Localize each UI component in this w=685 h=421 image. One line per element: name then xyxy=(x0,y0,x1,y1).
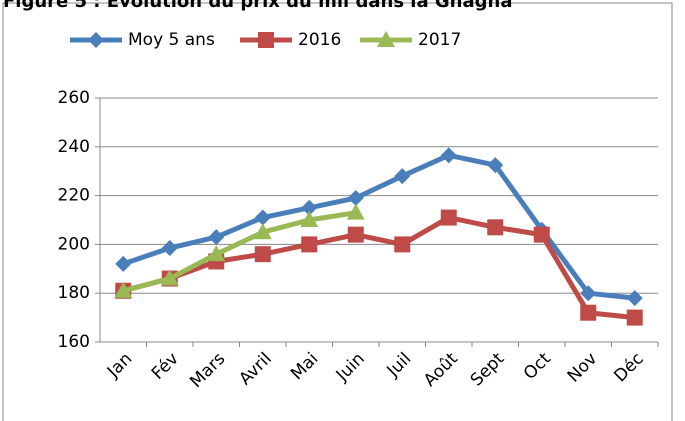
marker xyxy=(258,32,274,48)
series-line xyxy=(122,215,636,321)
x-tick-label: Mars xyxy=(186,349,229,392)
x-tick-label: Déc xyxy=(610,349,647,386)
marker xyxy=(160,269,179,286)
marker xyxy=(580,304,597,321)
marker xyxy=(254,209,271,226)
x-tick-label: Jan xyxy=(103,349,136,382)
x-tick-label: Oct xyxy=(520,349,555,384)
marker xyxy=(254,246,271,263)
x-tick-label: Nov xyxy=(564,349,602,387)
marker xyxy=(114,281,133,298)
marker xyxy=(347,226,364,243)
marker xyxy=(394,236,411,253)
marker xyxy=(253,223,272,240)
marker xyxy=(440,209,457,226)
legend-label: Moy 5 ans xyxy=(128,30,215,50)
legend-label: 2016 xyxy=(298,30,341,50)
marker xyxy=(300,211,319,227)
y-tick-label: 220 xyxy=(58,186,90,206)
series-line xyxy=(122,210,357,294)
marker xyxy=(394,168,411,185)
chart-frame xyxy=(2,2,673,421)
marker xyxy=(208,229,225,246)
marker xyxy=(347,190,364,207)
x-tick-label: Août xyxy=(420,349,462,391)
x-tick-label: Juin xyxy=(332,349,369,386)
marker xyxy=(207,245,226,262)
marker xyxy=(346,203,365,220)
chart-title: Figure 5 : Évolution du prix du mil dans… xyxy=(3,0,512,12)
y-tick-label: 200 xyxy=(58,234,90,254)
x-tick-label: Fév xyxy=(148,349,183,384)
marker xyxy=(440,147,457,164)
x-tick-label: Sept xyxy=(467,349,509,391)
marker xyxy=(88,32,104,48)
y-tick-label: 160 xyxy=(58,332,90,352)
series-line xyxy=(122,152,636,301)
x-tick-label: Mai xyxy=(287,349,322,384)
y-tick-label: 260 xyxy=(58,88,90,108)
marker xyxy=(626,309,643,326)
legend-label: 2017 xyxy=(418,30,461,50)
x-tick-label: Juil xyxy=(383,349,416,382)
marker xyxy=(301,236,318,253)
y-tick-label: 180 xyxy=(58,283,90,303)
marker xyxy=(377,31,395,47)
marker xyxy=(487,219,504,236)
x-tick-label: Avril xyxy=(235,349,275,389)
marker xyxy=(626,290,643,307)
marker xyxy=(533,226,550,243)
marker xyxy=(161,240,178,257)
marker xyxy=(115,255,132,272)
y-tick-label: 240 xyxy=(58,137,90,157)
marker xyxy=(301,199,318,216)
marker xyxy=(580,285,597,302)
marker xyxy=(487,157,504,174)
